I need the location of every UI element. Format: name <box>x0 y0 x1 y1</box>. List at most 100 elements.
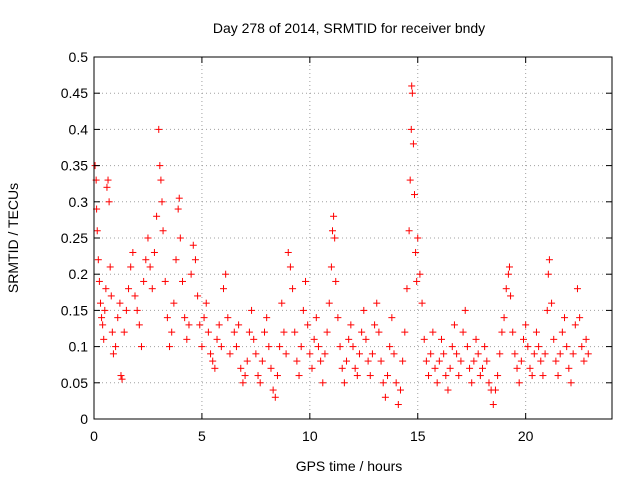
data-point <box>235 321 243 329</box>
data-point <box>146 263 154 271</box>
data-point <box>150 248 158 256</box>
data-point <box>181 314 189 322</box>
data-point <box>355 350 363 358</box>
data-point <box>539 372 547 380</box>
data-point <box>207 350 215 358</box>
data-point <box>556 350 564 358</box>
data-point <box>408 82 416 90</box>
data-point <box>446 364 454 372</box>
y-tick-label: 0.25 <box>61 230 88 246</box>
data-point <box>332 277 340 285</box>
data-point <box>474 350 482 358</box>
data-point <box>99 321 107 329</box>
data-point <box>353 372 361 380</box>
data-point <box>157 176 165 184</box>
data-point <box>461 306 469 314</box>
data-point <box>100 335 108 343</box>
data-point <box>327 263 335 271</box>
data-point <box>198 343 206 351</box>
data-point <box>476 372 484 380</box>
data-point <box>563 343 571 351</box>
data-point <box>584 350 592 358</box>
data-point <box>457 357 465 365</box>
data-point <box>334 314 342 322</box>
data-point <box>373 299 381 307</box>
data-point <box>343 357 351 365</box>
data-point <box>427 350 435 358</box>
data-point <box>554 372 562 380</box>
data-point <box>317 357 325 365</box>
data-point <box>366 372 374 380</box>
data-point <box>161 277 169 285</box>
data-point <box>166 343 174 351</box>
data-point <box>541 350 549 358</box>
data-point <box>168 328 176 336</box>
x-tick-label: 10 <box>302 428 318 444</box>
data-point <box>295 372 303 380</box>
y-tick-labels: 0 0.05 0.1 0.15 0.2 0.25 0.3 0.35 0.4 0.45 0.5 <box>61 49 88 427</box>
data-point <box>101 306 109 314</box>
data-point <box>504 270 512 278</box>
data-point <box>418 299 426 307</box>
data-point <box>408 89 416 97</box>
y-tick-label: 0 <box>80 411 88 427</box>
data-point <box>470 357 478 365</box>
data-point <box>569 350 577 358</box>
data-point <box>187 270 195 278</box>
data-point <box>409 140 417 148</box>
data-point <box>230 328 238 336</box>
data-point <box>153 212 161 220</box>
data-point <box>302 277 310 285</box>
data-point <box>109 350 117 358</box>
data-point <box>455 372 463 380</box>
data-point <box>422 357 430 365</box>
data-point <box>509 328 517 336</box>
data-point <box>156 162 164 170</box>
y-tick-label: 0.35 <box>61 158 88 174</box>
x-tick-label: 15 <box>410 428 426 444</box>
data-point <box>256 379 264 387</box>
chart-title: Day 278 of 2014, SRMTID for receiver bnd… <box>213 20 485 36</box>
data-point <box>224 314 232 322</box>
data-point <box>440 350 448 358</box>
data-point <box>412 248 420 256</box>
y-tick-label: 0.45 <box>61 85 88 101</box>
data-point <box>437 335 445 343</box>
data-point <box>345 335 353 343</box>
data-point <box>118 375 126 383</box>
data-point <box>319 379 327 387</box>
data-point <box>293 357 301 365</box>
data-point <box>155 125 163 133</box>
data-point <box>306 350 314 358</box>
data-point <box>565 364 573 372</box>
data-point <box>459 328 467 336</box>
data-point <box>245 328 253 336</box>
data-point <box>425 372 433 380</box>
data-point <box>189 241 197 249</box>
data-point <box>371 321 379 329</box>
data-point <box>544 270 552 278</box>
data-point <box>550 335 558 343</box>
data-point <box>338 364 346 372</box>
data-point <box>520 335 528 343</box>
y-axis-label: SRMTID / TECUs <box>5 183 21 293</box>
data-point <box>215 321 223 329</box>
data-point <box>390 350 398 358</box>
data-point <box>310 335 318 343</box>
data-point <box>331 234 339 242</box>
data-point <box>340 379 348 387</box>
data-point <box>211 364 219 372</box>
y-tick-label: 0.3 <box>69 194 89 210</box>
data-point <box>204 328 212 336</box>
data-point <box>328 227 336 235</box>
data-point <box>528 372 536 380</box>
data-point <box>442 372 450 380</box>
data-point <box>571 321 579 329</box>
data-point <box>129 248 137 256</box>
data-point <box>258 357 266 365</box>
data-point <box>243 357 251 365</box>
data-point <box>502 285 510 293</box>
data-point <box>420 335 428 343</box>
data-point <box>364 357 372 365</box>
data-point <box>176 234 184 242</box>
